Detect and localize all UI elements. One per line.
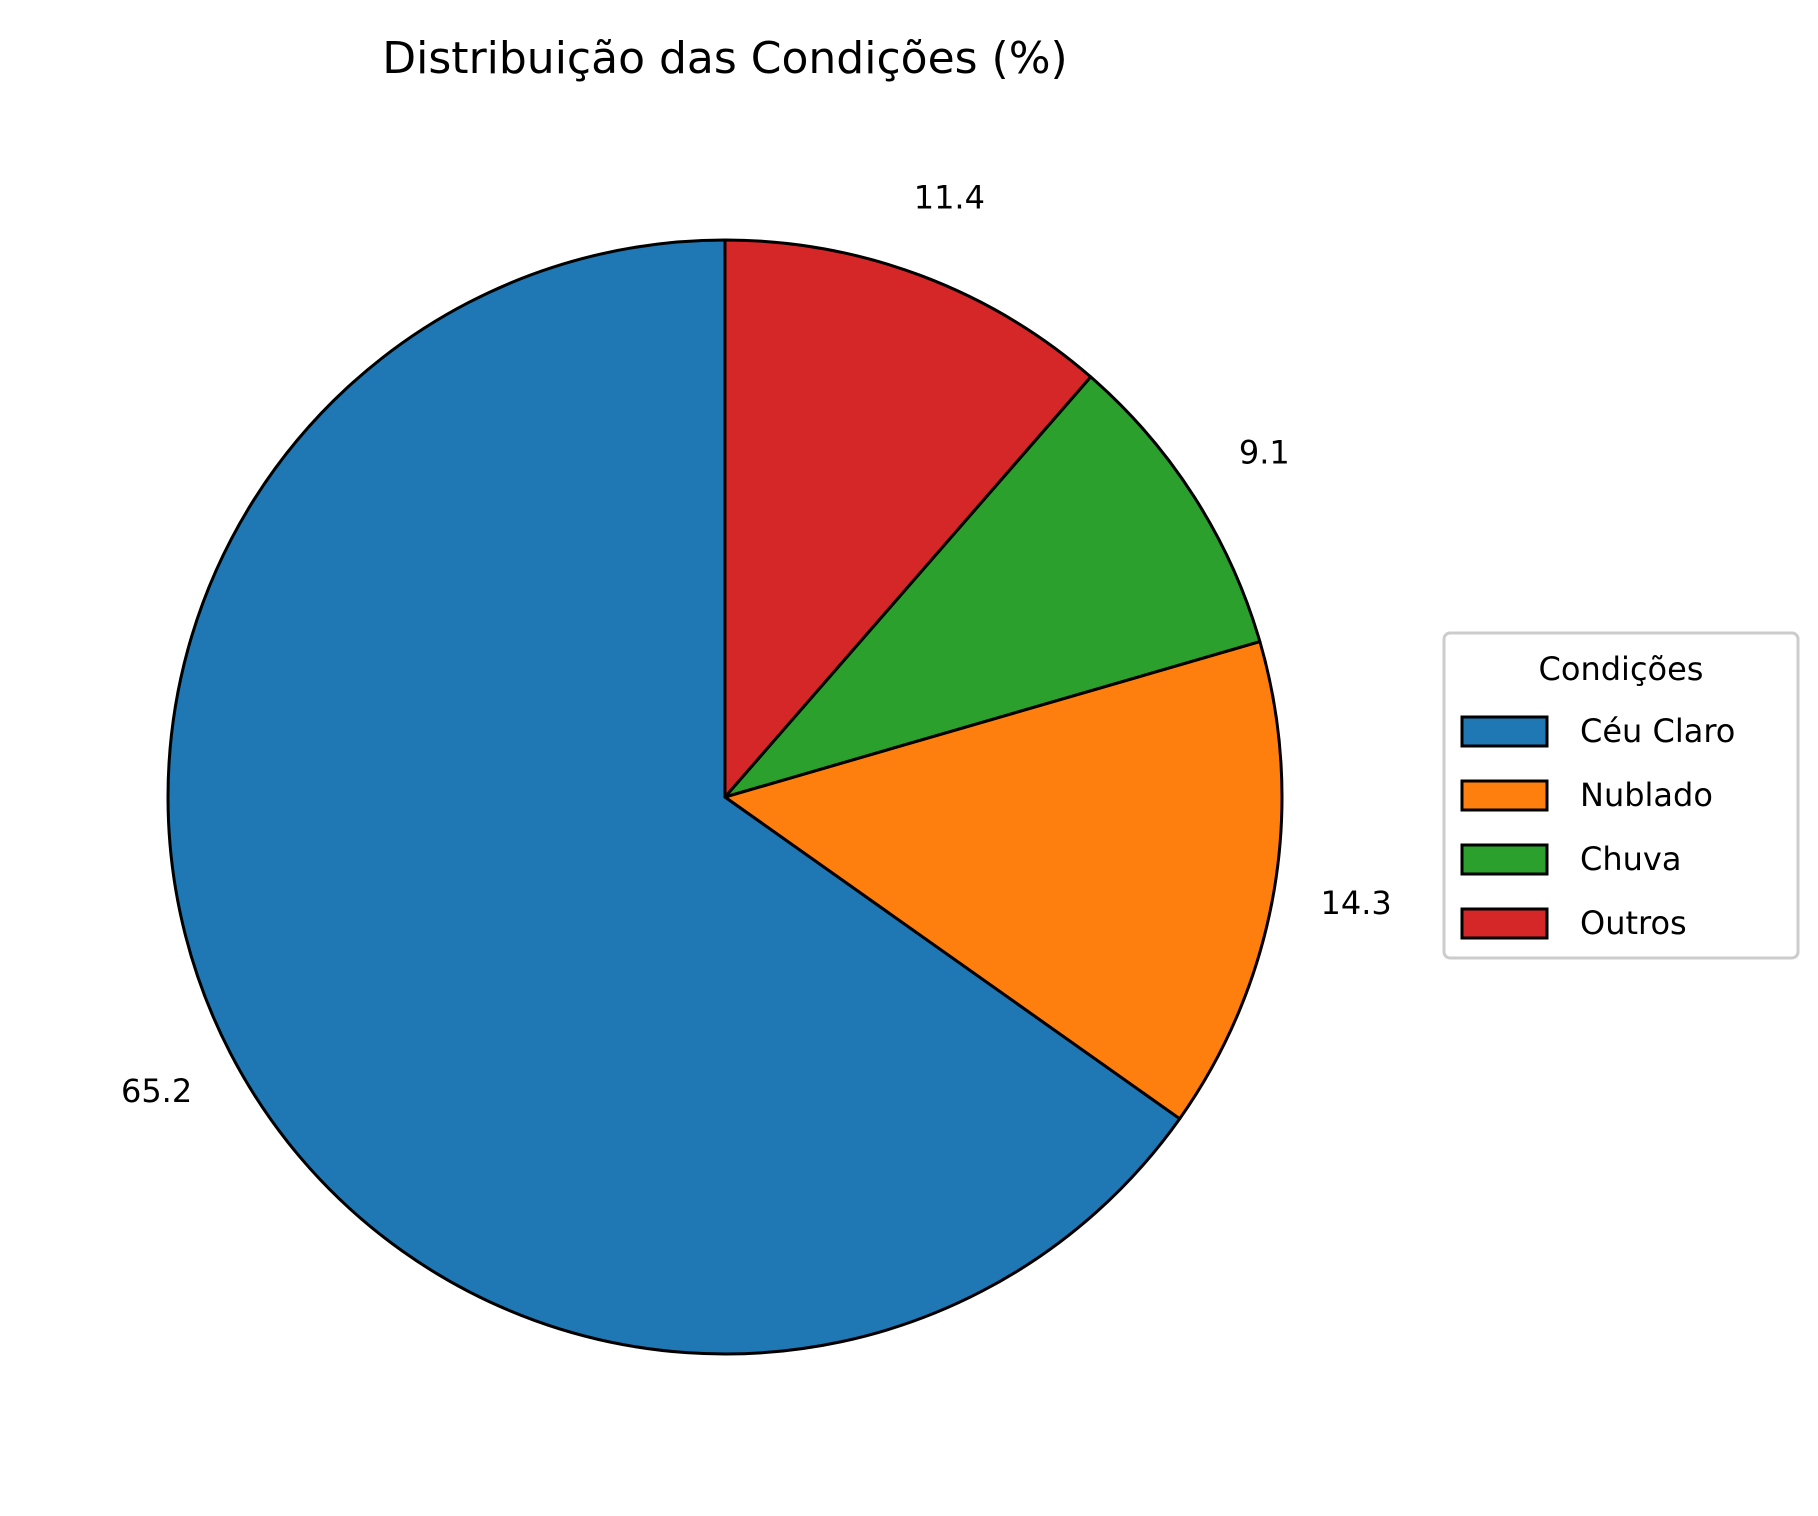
legend-label-chuva: Chuva <box>1580 840 1681 878</box>
legend-swatch-ceu-claro <box>1460 715 1549 748</box>
pie-slice-ceu-claro <box>166 238 1182 1356</box>
legend-items: Céu Claro Nublado Chuva Outros <box>1460 712 1735 942</box>
legend-swatch-outros <box>1460 907 1549 940</box>
legend: Condições Céu Claro Nublado Chuva Outros <box>1442 631 1800 960</box>
legend-swatch-chuva <box>1460 843 1549 876</box>
legend-label-nublado: Nublado <box>1580 776 1713 814</box>
legend-title: Condições <box>1539 650 1704 688</box>
pie-slices <box>166 238 1284 1356</box>
legend-swatch-nublado <box>1460 779 1549 812</box>
slice-value-labels: 65.2 14.3 9.1 11.4 <box>121 179 1392 1111</box>
pie-slice-nublado <box>723 640 1284 1121</box>
pie-slice-outros <box>723 238 1093 799</box>
slice-value-label-nublado: 14.3 <box>1321 884 1392 922</box>
chart-title: Distribuição das Condições (%) <box>382 33 1067 84</box>
legend-label-outros: Outros <box>1580 904 1687 942</box>
pie-slice-chuva <box>723 375 1262 799</box>
slice-value-label-chuva: 9.1 <box>1239 433 1290 471</box>
legend-frame <box>1442 631 1800 960</box>
legend-label-ceu-claro: Céu Claro <box>1580 712 1735 750</box>
slice-value-label-ceu-claro: 65.2 <box>121 1072 192 1110</box>
slice-value-label-outros: 11.4 <box>914 179 985 217</box>
